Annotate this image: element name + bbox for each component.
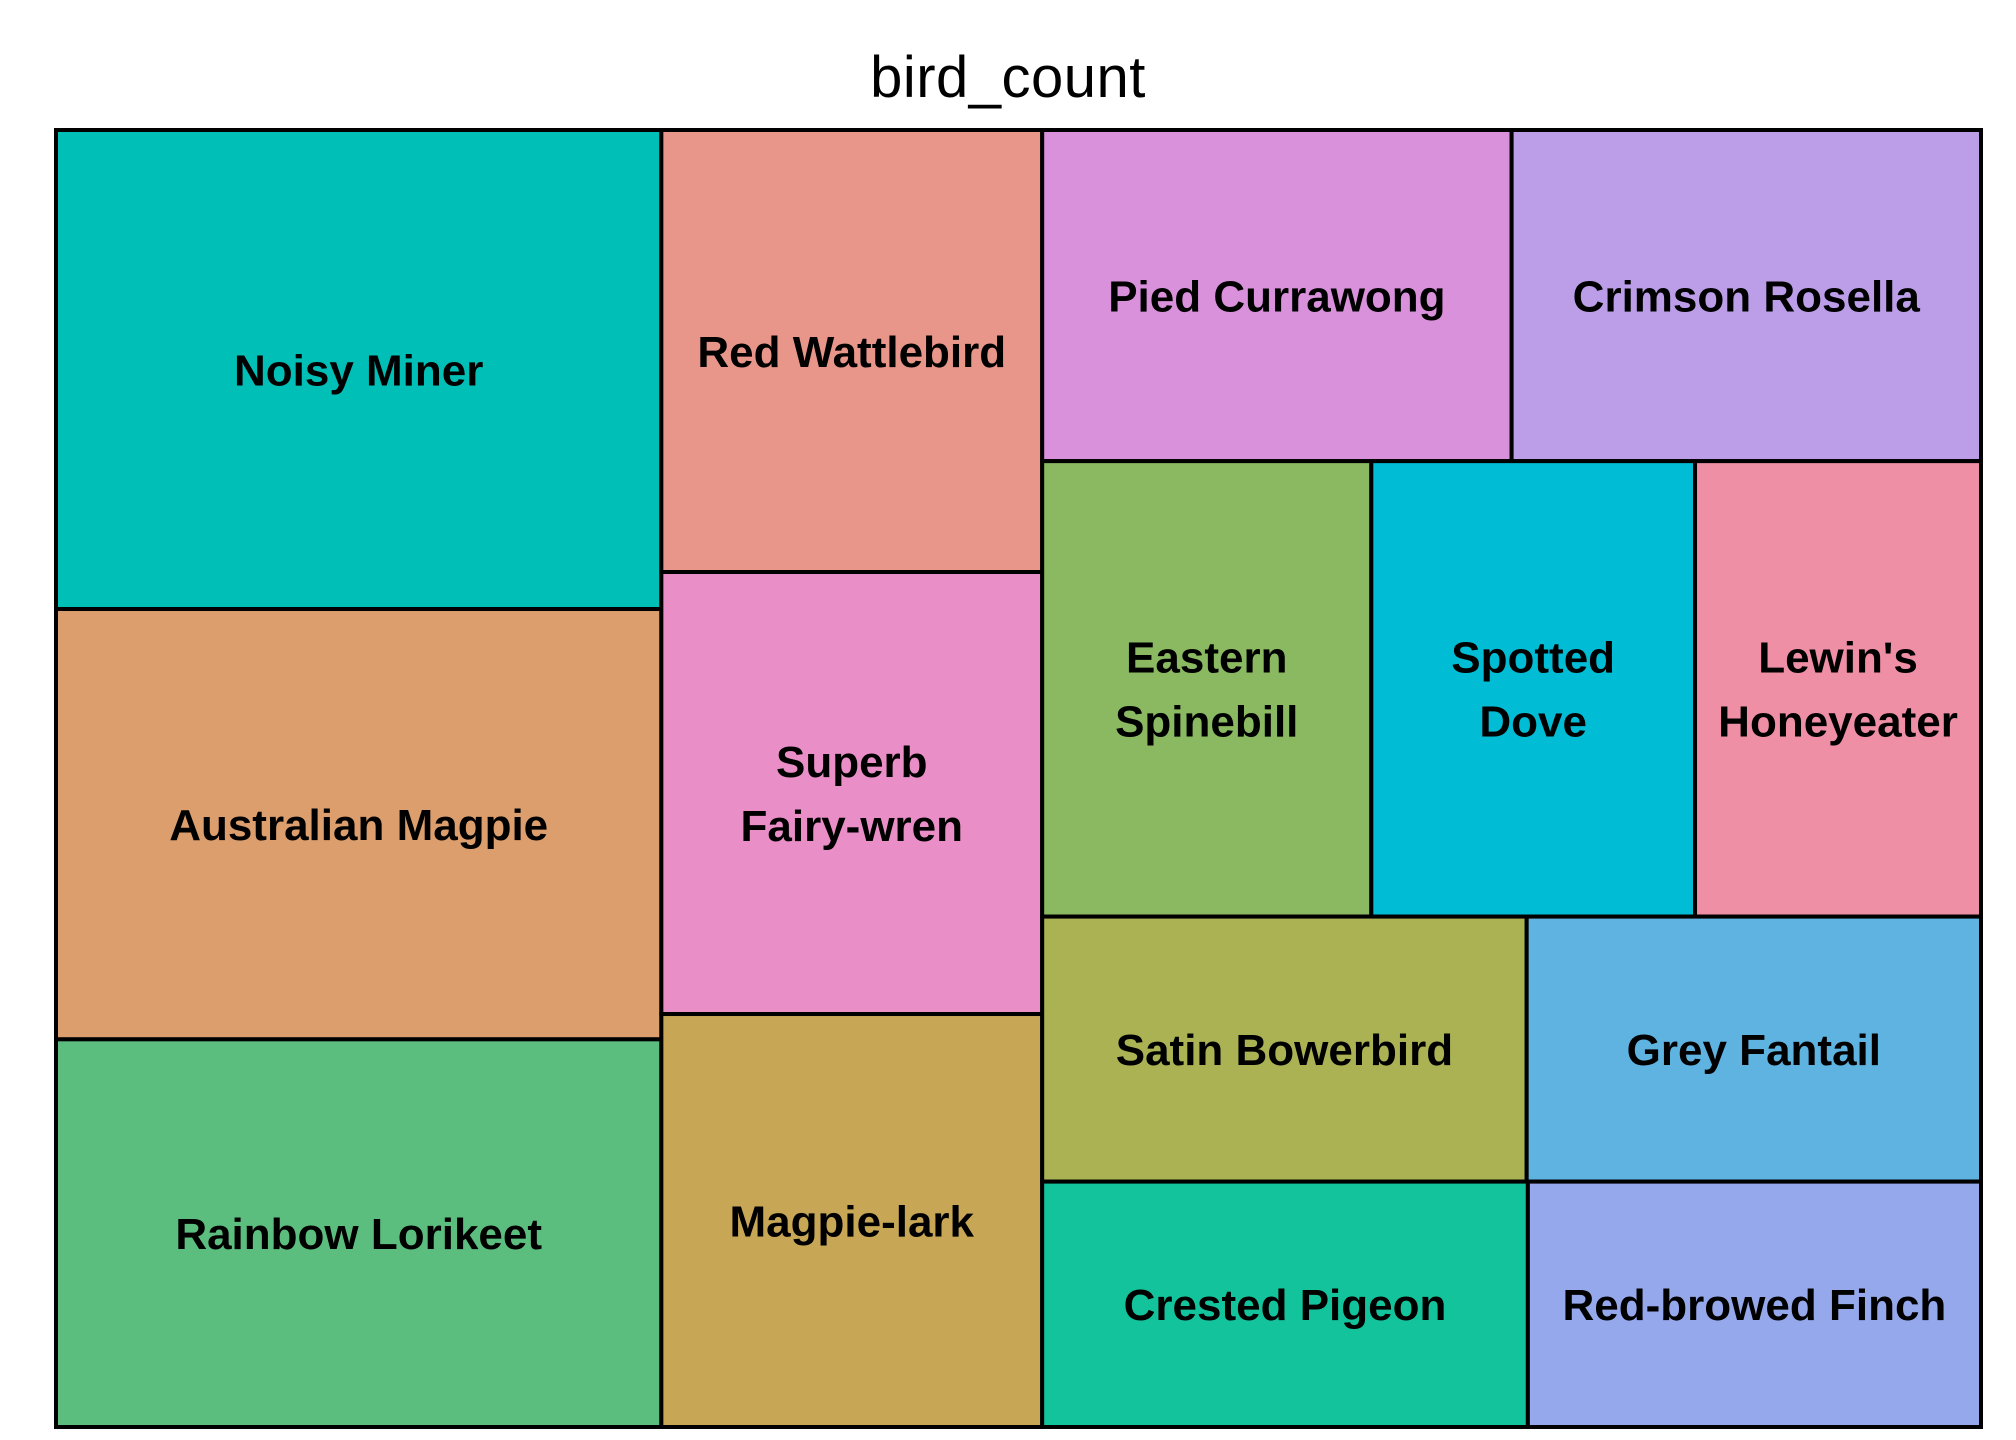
tile-label-pied-currawong: Pied Currawong [1108, 272, 1445, 321]
tile-rainbow-lorikeet [54, 1037, 664, 1429]
tile-label-spotted-dove: Spotted Dove [1451, 634, 1615, 747]
chart-title: bird_count [870, 45, 1146, 110]
tile-label-lewin-s-honeyeater: Lewin's Honeyeater [1718, 634, 1958, 747]
tile-label-satin-bowerbird: Satin Bowerbird [1116, 1026, 1453, 1075]
tile-label-eastern-spinebill: Eastern Spinebill [1115, 634, 1298, 747]
tile-superb-fairy-wren [659, 570, 1045, 1017]
tile-spotted-dove [1369, 459, 1698, 919]
tile-label-rainbow-lorikeet: Rainbow Lorikeet [175, 1210, 542, 1259]
tile-pied-currawong [1040, 128, 1514, 464]
tile-eastern-spinebill [1040, 459, 1374, 919]
tile-label-grey-fantail: Grey Fantail [1627, 1026, 1881, 1075]
tile-label-red-browed-finch: Red-browed Finch [1563, 1281, 1947, 1330]
tile-label-red-wattlebird: Red Wattlebird [697, 328, 1006, 377]
tile-crimson-rosella [1509, 128, 1984, 464]
tile-noisy-miner [54, 128, 664, 612]
tile-label-crested-pigeon: Crested Pigeon [1124, 1281, 1447, 1330]
tile-satin-bowerbird [1040, 914, 1529, 1184]
tile-grey-fantail [1524, 914, 1983, 1184]
tile-label-noisy-miner: Noisy Miner [234, 346, 483, 395]
tile-label-crimson-rosella: Crimson Rosella [1573, 272, 1921, 321]
tile-australian-magpie [54, 607, 664, 1042]
tile-red-browed-finch [1525, 1179, 1984, 1429]
tile-label-superb-fairy-wren: Superb Fairy-wren [741, 738, 964, 851]
tile-lewin-s-honeyeater [1693, 459, 1984, 919]
tile-label-australian-magpie: Australian Magpie [169, 801, 548, 850]
tile-red-wattlebird [659, 128, 1045, 575]
tile-label-magpie-lark: Magpie-lark [730, 1197, 975, 1246]
tile-crested-pigeon [1040, 1179, 1530, 1429]
tile-magpie-lark [659, 1012, 1045, 1430]
